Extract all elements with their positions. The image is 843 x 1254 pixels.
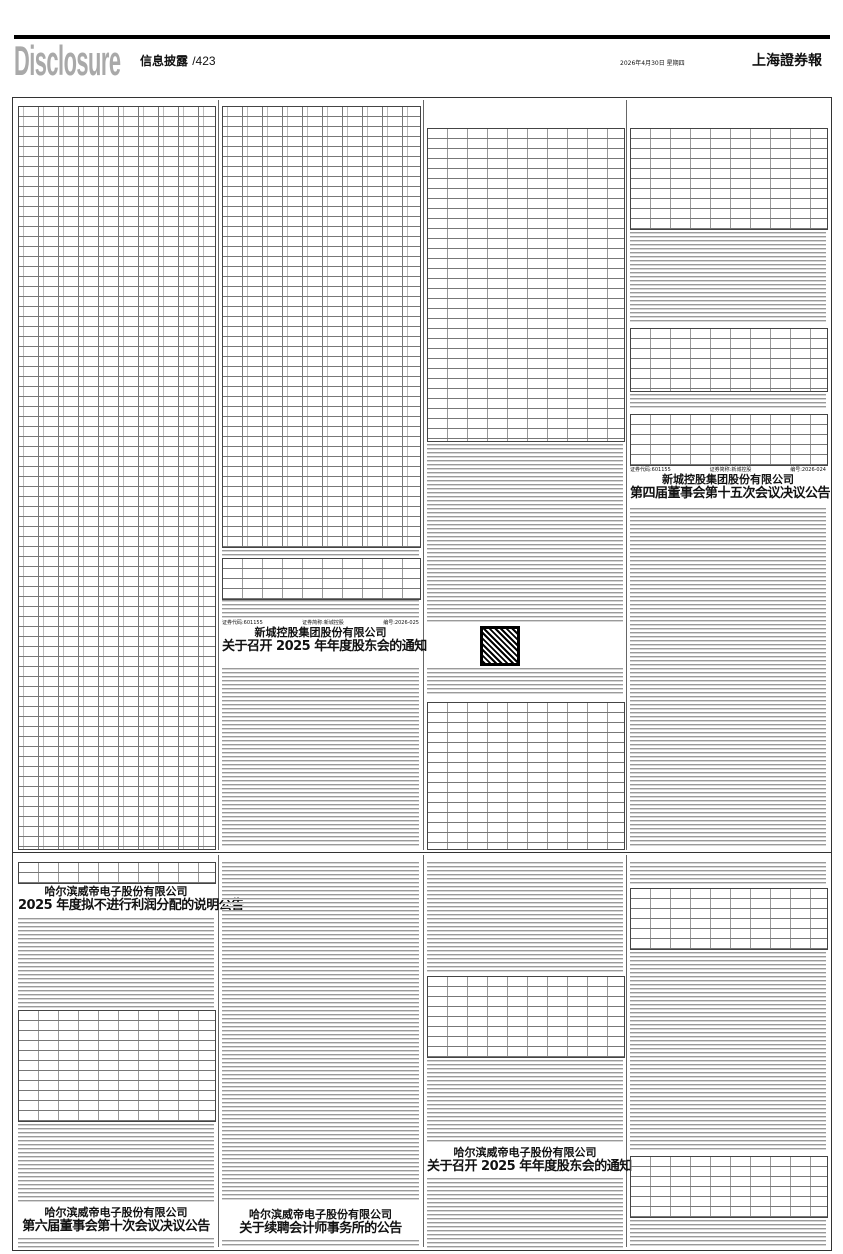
article-body: [427, 444, 623, 622]
data-table: [18, 1010, 216, 1122]
data-table: [427, 976, 625, 1058]
column-divider: [626, 100, 627, 850]
data-table: [427, 128, 625, 442]
section-name: 信息披露: [140, 54, 189, 68]
article-body: [427, 862, 623, 972]
section-title: 信息披露 /423: [140, 52, 216, 69]
article-body: [630, 1220, 826, 1248]
article-title: 关于召开 2025 年年度股东会的通知: [427, 1159, 632, 1174]
data-table: [222, 558, 421, 600]
article-weidi-auditor: 哈尔滨威帝电子股份有限公司 关于续聘会计师事务所的公告: [222, 1208, 419, 1236]
data-table: [427, 702, 625, 850]
article-body: [630, 232, 826, 324]
company-name: 哈尔滨威帝电子股份有限公司: [249, 1208, 392, 1221]
data-table: [630, 328, 828, 392]
article-body: [630, 952, 826, 1152]
masthead: Disclosure: [14, 37, 121, 84]
article-body: [222, 1240, 419, 1248]
column-divider: [626, 855, 627, 1247]
company-name: 哈尔滨威帝电子股份有限公司: [453, 1146, 597, 1159]
company-name: 哈尔滨威帝电子股份有限公司: [44, 885, 188, 898]
article-body: [18, 1124, 214, 1202]
data-table: [630, 128, 828, 230]
newspaper-logo: 上海證券報: [752, 53, 822, 69]
article-body: [630, 394, 826, 410]
company-name: 新城控股集团股份有限公司: [662, 473, 794, 486]
article-body: [427, 1178, 623, 1248]
table-caption: [222, 550, 419, 556]
notice-text: [222, 600, 419, 618]
qr-code: [480, 626, 520, 666]
article-body: [427, 1060, 623, 1142]
data-table: [630, 888, 828, 950]
article-body: [427, 668, 623, 696]
data-table: [630, 1156, 828, 1218]
top-rule: [14, 35, 830, 39]
data-table: [222, 106, 421, 548]
article-title: 关于续聘会计师事务所的公告: [239, 1221, 402, 1236]
stock-code-line: 证券代码:601155 证券简称:新城控股 编号:2026-024: [630, 467, 826, 473]
article-title: 第四届董事会第十五次会议决议公告: [630, 486, 831, 501]
stock-code-line: 证券代码:601155 证券简称:新城控股 编号:2026-025: [222, 620, 419, 626]
article-body: [222, 862, 419, 1202]
column-divider: [423, 100, 424, 850]
article-body: [630, 862, 826, 884]
article-title: 2025 年度拟不进行利润分配的说明公告: [18, 898, 244, 913]
data-table: [18, 862, 216, 884]
column-divider: [423, 855, 424, 1247]
article-title: 第六届董事会第十次会议决议公告: [22, 1219, 210, 1234]
section-divider: [12, 852, 832, 853]
article-body: [18, 918, 214, 1008]
column-divider: [218, 100, 219, 850]
column-divider: [218, 855, 219, 1247]
page-frame: [12, 97, 832, 1251]
data-table: [630, 414, 828, 466]
article-weidi-profit: 哈尔滨威帝电子股份有限公司 2025 年度拟不进行利润分配的说明公告: [18, 885, 244, 913]
article-weidi-agm: 哈尔滨威帝电子股份有限公司 关于召开 2025 年年度股东会的通知: [427, 1146, 632, 1174]
article-xincheng-board: 证券代码:601155 证券简称:新城控股 编号:2026-024 新城控股集团股份…: [630, 467, 831, 501]
page-number: /423: [192, 54, 216, 68]
issue-date: 2026年4月30日 星期四: [620, 60, 685, 67]
article-title: 关于召开 2025 年年度股东会的通知: [222, 639, 427, 654]
data-table: [18, 106, 216, 850]
article-body: [222, 668, 419, 848]
article-weidi-board: 哈尔滨威帝电子股份有限公司 第六届董事会第十次会议决议公告: [18, 1206, 214, 1234]
article-body: [18, 1238, 214, 1248]
article-body: [630, 508, 826, 848]
company-name: 新城控股集团股份有限公司: [254, 626, 387, 639]
company-name: 哈尔滨威帝电子股份有限公司: [44, 1206, 188, 1219]
article-xincheng-agm: 证券代码:601155 证券简称:新城控股 编号:2026-025 新城控股集团股份…: [222, 620, 427, 654]
